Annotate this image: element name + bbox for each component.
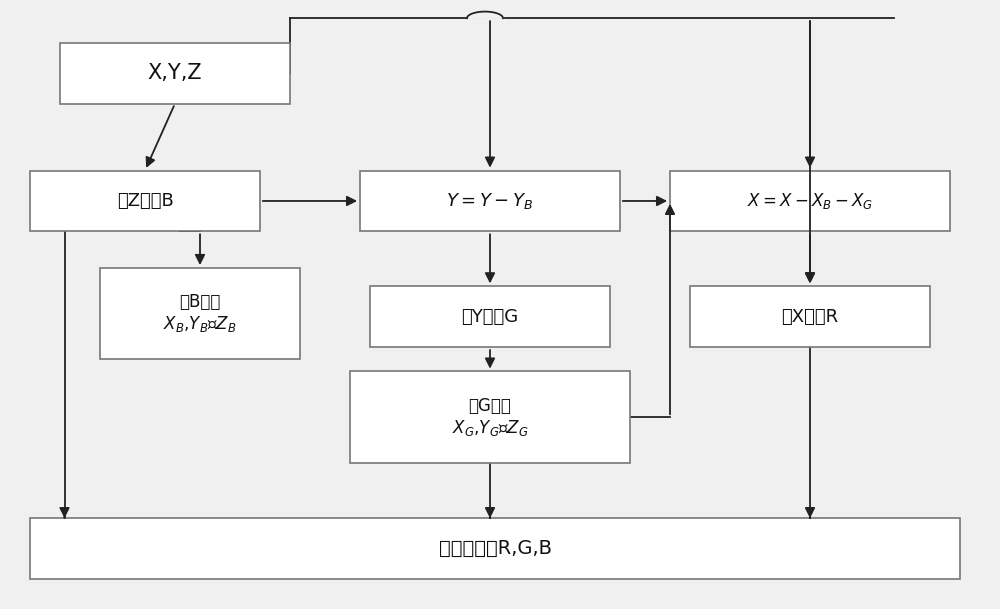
Text: 由G求出
$X_G$,$Y_G$和$Z_G$: 由G求出 $X_G$,$Y_G$和$Z_G$ — [452, 396, 528, 438]
Text: 由X求出R: 由X求出R — [781, 308, 839, 326]
Bar — [690, 286, 930, 347]
Bar — [30, 171, 260, 231]
Text: $X=X-X_B-X_G$: $X=X-X_B-X_G$ — [747, 191, 873, 211]
Text: 由Z求出B: 由Z求出B — [117, 192, 173, 210]
Text: 得到初始值R,G,B: 得到初始值R,G,B — [438, 538, 552, 558]
Text: $Y=Y-Y_B$: $Y=Y-Y_B$ — [446, 191, 534, 211]
Bar — [370, 286, 610, 347]
Bar — [60, 43, 290, 104]
Bar — [350, 371, 630, 463]
Bar — [360, 171, 620, 231]
Bar — [100, 268, 300, 359]
Bar — [670, 171, 950, 231]
Bar — [30, 518, 960, 579]
Text: 由Y求出G: 由Y求出G — [461, 308, 519, 326]
Text: 由B求出
$X_B$,$Y_B$和$Z_B$: 由B求出 $X_B$,$Y_B$和$Z_B$ — [163, 293, 237, 334]
Text: X,Y,Z: X,Y,Z — [148, 63, 202, 83]
